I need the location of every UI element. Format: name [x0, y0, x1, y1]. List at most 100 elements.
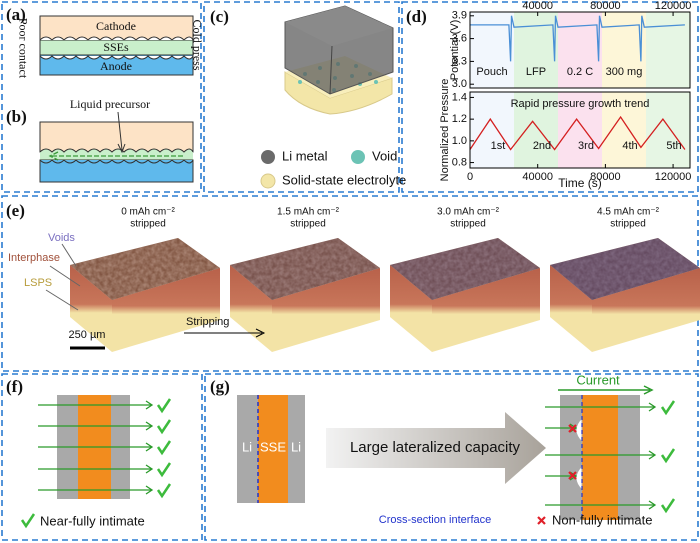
layer-label: SSE — [260, 439, 286, 454]
band — [558, 92, 602, 168]
chart: 3.0 3.3 3.6 3.9 40000 80000 120000 Potential (V… — [439, 0, 692, 190]
block-left — [70, 265, 112, 352]
arrow-label: Large lateralized capacity — [350, 439, 521, 456]
block-left — [230, 265, 272, 352]
legend-swatch — [261, 150, 275, 164]
state-status: stripped — [130, 219, 166, 230]
block-right — [112, 268, 220, 352]
scale-label: 250 µm — [69, 329, 106, 341]
layer-label: Li — [291, 439, 301, 454]
series-line — [469, 115, 686, 151]
y-tick-label: 1.0 — [452, 135, 467, 147]
check — [660, 400, 676, 416]
sse-layer — [40, 152, 193, 162]
y-tick-label: 3.0 — [452, 78, 467, 90]
y-tick-label: 0.8 — [452, 156, 467, 168]
arrows — [545, 400, 676, 514]
series-line — [470, 15, 685, 62]
cross — [537, 424, 577, 525]
side-note: Poor contact — [16, 18, 30, 79]
cycle-label: 4th — [622, 140, 637, 152]
edge — [329, 45, 333, 95]
x-tick-label: 40000 — [522, 171, 553, 183]
interface — [39, 148, 194, 153]
voids-overlay — [390, 238, 540, 300]
check — [156, 398, 172, 414]
legend-label: Li metal — [282, 148, 328, 163]
state-status: stripped — [610, 219, 646, 230]
big-arrow — [326, 412, 546, 484]
voids-overlay — [550, 238, 700, 300]
pointer — [45, 243, 81, 311]
panel-label: (g) — [210, 377, 230, 396]
legend-swatch — [351, 150, 365, 164]
voids-overlay — [230, 238, 380, 300]
interface — [39, 159, 194, 164]
flow-arrow — [48, 151, 183, 161]
arrow — [184, 328, 266, 338]
x-tick-label: 40000 — [522, 0, 553, 12]
y-tick-label: 3.9 — [452, 10, 467, 22]
voids-overlay — [70, 238, 220, 300]
panel-label: (b) — [6, 107, 27, 126]
layer-label: SSEs — [103, 40, 129, 54]
y-tick-label: 1.2 — [452, 113, 467, 125]
cycle-label: 2nd — [533, 140, 551, 152]
x-tick-label: 0 — [467, 171, 473, 183]
check — [156, 462, 172, 478]
block-right — [432, 268, 540, 352]
x-tick-label: 80000 — [590, 0, 621, 12]
y-tick-label: 1.4 — [452, 91, 467, 103]
state-capacity: 0 mAh cm⁻² — [121, 207, 175, 218]
layer-label: Anode — [100, 59, 132, 73]
plot-frame — [469, 11, 691, 89]
y-tick-label: 3.3 — [452, 55, 467, 67]
state-capacity: 3.0 mAh cm⁻² — [437, 207, 500, 218]
layer-label: Cathode — [96, 19, 136, 33]
arrow — [38, 442, 154, 452]
interface — [39, 55, 194, 60]
arrow-label: Stripping — [186, 316, 229, 328]
arrow — [545, 402, 657, 412]
block-right — [272, 268, 380, 352]
check — [156, 483, 172, 499]
x-tick-label: 80000 — [590, 171, 621, 183]
cycle-label: 5th — [666, 140, 681, 152]
panel-border — [1, 1, 202, 193]
panel-label: (c) — [210, 7, 229, 26]
band — [470, 92, 514, 168]
surface-texture — [230, 238, 380, 300]
band — [602, 92, 646, 168]
band — [646, 12, 690, 88]
arrow — [38, 400, 154, 410]
annotation: Liquid precursor — [70, 97, 150, 111]
x-tick-label: 120000 — [655, 0, 692, 12]
side-note: Cold press — [190, 20, 204, 71]
y-tick-label: 3.6 — [452, 33, 467, 45]
check — [20, 513, 36, 529]
electrolyte — [284, 71, 393, 115]
surface-texture — [390, 238, 540, 300]
block-left — [390, 265, 432, 352]
panel-border — [203, 1, 400, 193]
state-capacity: 4.5 mAh cm⁻² — [597, 207, 660, 218]
panel-border — [401, 1, 699, 193]
panel-label: (d) — [406, 7, 427, 26]
panel-label: (a) — [6, 5, 26, 24]
arrow — [545, 500, 657, 510]
interface-label: Cross-section interface — [379, 514, 492, 526]
sse-layer — [582, 395, 618, 520]
state-status: stripped — [290, 219, 326, 230]
segment-label: 300 mg — [606, 66, 643, 78]
x-axis-title: Time (s) — [558, 176, 602, 190]
anode — [39, 54, 194, 76]
arrow — [38, 485, 154, 495]
band — [646, 92, 690, 168]
check — [660, 448, 676, 464]
block-right — [592, 268, 700, 352]
check — [156, 440, 172, 456]
panel-border — [1, 373, 203, 541]
legend-swatch — [260, 173, 276, 189]
legend-label: Near-fully intimate — [40, 513, 145, 528]
